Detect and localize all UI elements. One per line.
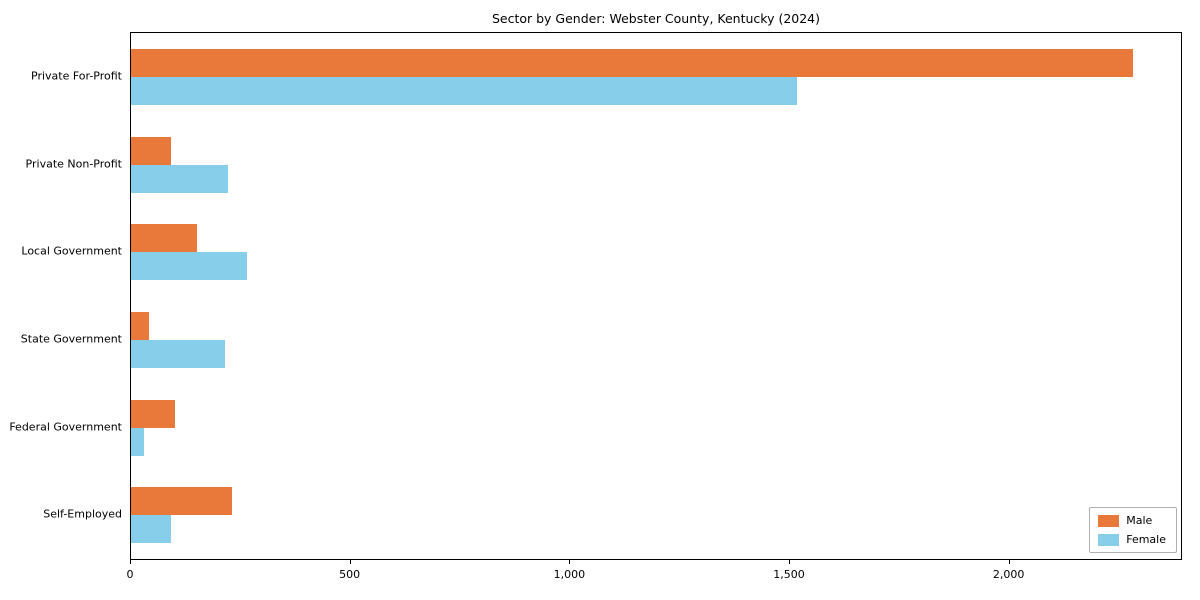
y-tick-label: Federal Government <box>9 420 122 434</box>
x-tick-label: 500 <box>339 568 361 581</box>
y-tick-label: Private For-Profit <box>31 69 122 83</box>
y-tick-label: Private Non-Profit <box>25 157 122 171</box>
bar-female-state-government <box>131 340 226 368</box>
bar-male-private-non-profit <box>131 137 171 165</box>
bar-male-federal-government <box>131 400 175 428</box>
plot-area <box>130 32 1182 560</box>
chart-title: Sector by Gender: Webster County, Kentuc… <box>491 11 821 26</box>
x-tick-label: 0 <box>126 568 134 581</box>
x-axis: 0 500 1,000 1,500 2,000 <box>126 560 1182 586</box>
y-tick-label: State Government <box>20 332 122 346</box>
x-tick-label: 1,000 <box>553 568 586 581</box>
x-tick <box>569 560 571 564</box>
bar-male-private-for-profit <box>131 49 1133 77</box>
x-tick <box>349 560 351 564</box>
x-tick <box>788 560 790 564</box>
y-tick-label: Local Government <box>21 244 122 258</box>
x-tick <box>130 560 131 564</box>
legend-label: Female <box>1126 533 1166 546</box>
bar-female-private-for-profit <box>131 77 797 105</box>
bar-male-self-employed <box>131 487 233 515</box>
legend: Male Female <box>1089 507 1177 553</box>
bar-male-local-government <box>131 224 197 252</box>
legend-entry-female: Female <box>1098 533 1166 546</box>
legend-swatch <box>1098 533 1120 546</box>
x-tick-label: 2,000 <box>992 568 1025 581</box>
y-tick-label: Self-Employed <box>43 507 122 521</box>
bar-female-self-employed <box>131 515 171 543</box>
bar-female-private-non-profit <box>131 165 228 193</box>
bar-male-state-government <box>131 312 149 340</box>
x-tick-label: 1,500 <box>773 568 805 581</box>
bar-female-local-government <box>131 252 248 280</box>
legend-swatch <box>1098 514 1120 527</box>
bar-female-federal-government <box>131 428 145 456</box>
legend-entry-male: Male <box>1098 514 1166 527</box>
y-axis-labels: Private For-Profit Private Non-Profit Loca… <box>0 0 122 600</box>
legend-label: Male <box>1126 514 1153 527</box>
x-tick <box>1008 560 1010 564</box>
